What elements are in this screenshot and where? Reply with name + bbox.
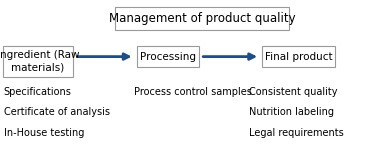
Text: Management of product quality: Management of product quality — [109, 12, 296, 25]
Text: Process control samples: Process control samples — [134, 87, 252, 97]
Text: In-House testing: In-House testing — [4, 128, 84, 138]
Text: Final product: Final product — [265, 52, 332, 62]
Text: Consistent quality: Consistent quality — [249, 87, 338, 97]
Text: Legal requirements: Legal requirements — [249, 128, 344, 138]
FancyBboxPatch shape — [115, 7, 289, 30]
Text: Ingredient (Raw
materials): Ingredient (Raw materials) — [0, 50, 79, 72]
Text: Processing: Processing — [140, 52, 196, 62]
FancyBboxPatch shape — [137, 46, 200, 67]
Text: Specifications: Specifications — [4, 87, 72, 97]
FancyBboxPatch shape — [262, 46, 335, 67]
Text: Certificate of analysis: Certificate of analysis — [4, 107, 110, 118]
FancyBboxPatch shape — [3, 46, 73, 76]
Text: Nutrition labeling: Nutrition labeling — [249, 107, 335, 118]
